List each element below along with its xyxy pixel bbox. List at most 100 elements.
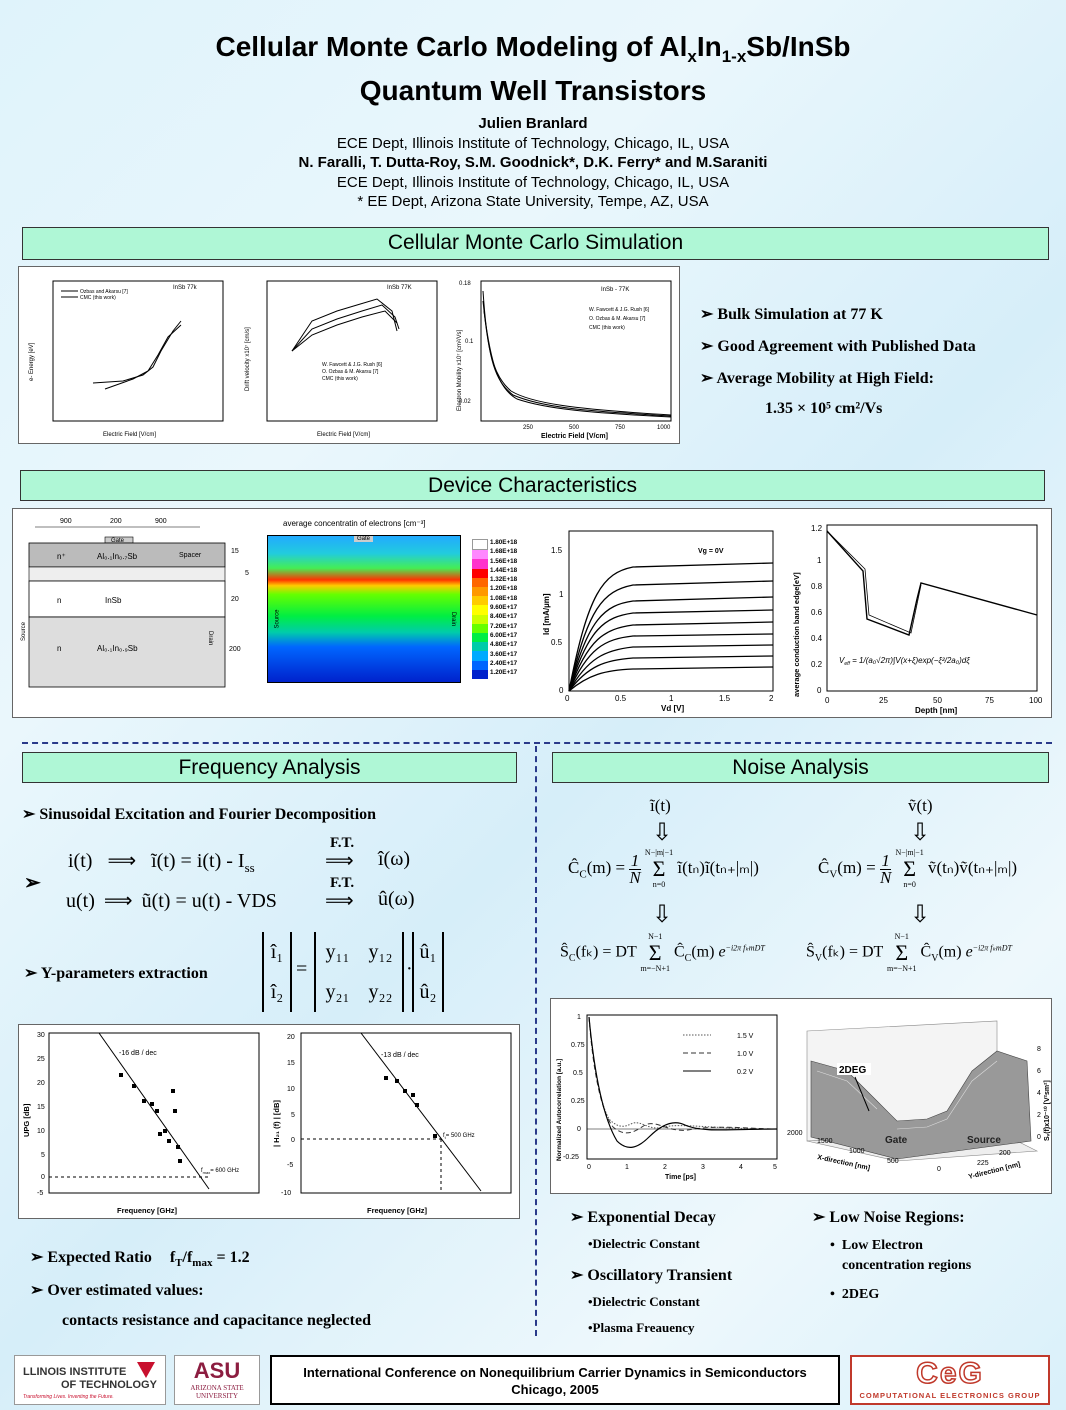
band-xtick: 50 [933, 696, 942, 705]
autocorrelation-plot: 1.5 V 1.0 V 0.2 V 1 0.75 0.5 0.25 0 -0.2… [556, 1014, 778, 1181]
cmc-plots-panel: InSb 77k Ozbas and Akarsu [7] CMC (this … [18, 266, 680, 444]
h21-plot: -13 dB / dec ft= 500 GHz 20 15 10 5 0 -5… [272, 1032, 512, 1215]
cv-sum-bot: n=0 [903, 880, 916, 889]
sv-sub: V [814, 952, 823, 964]
arrow-bullet-icon: ➢ [570, 1209, 588, 1226]
iit-logo-line1: LLINOIS INSTITUTE [23, 1366, 127, 1378]
surf-ztick: 4 [1037, 1090, 1041, 1097]
author-block: Julien Branlard ECE Dept, Illinois Insti… [0, 114, 1066, 212]
layer-1-doping: n⁺ [57, 552, 66, 561]
iv-ytick: 0.5 [551, 638, 563, 647]
h21-ft-f: f [443, 1133, 445, 1139]
cv-term: ṽ(tₙ)ṽ(tₙ₊|ₘ|) [928, 857, 1018, 877]
arrow-bullet-icon: ➢ [24, 965, 41, 982]
upg-ytick: 25 [37, 1056, 45, 1063]
cc-sum-top: N−|m|−1 [644, 848, 674, 857]
cbar-label: 6.00E+17 [490, 631, 518, 639]
mobility-xtick: 500 [569, 425, 580, 431]
h21-ylabel: | H₂₁ (f) | [dB] [272, 1100, 281, 1147]
upg-point [167, 1139, 171, 1143]
title-in: In [696, 31, 722, 62]
cmc-bullet-3-text: Average Mobility at High Field: [716, 370, 934, 387]
energy-ylabel: e- Energy [eV] [29, 342, 35, 381]
upg-ytick: 10 [37, 1128, 45, 1135]
upg-point [158, 1132, 162, 1136]
h21-plot-frame [300, 1032, 512, 1194]
band-ytick: 0.4 [811, 634, 823, 643]
fourier-eq-i: i(t) ⟹ ĩ(t) = i(t) - Iss [68, 848, 255, 876]
noise-surface-plot: 2DEG Gate Source 2000 1500 1000 500 0 22… [787, 1020, 1051, 1181]
h21-xlabel: Frequency [GHz] [367, 1206, 428, 1215]
sigma-icon: Σ [895, 940, 909, 965]
iv-xtick: 0.5 [615, 694, 627, 703]
colorbar-swatch [472, 614, 488, 624]
noise-plots-panel: 1.5 V 1.0 V 0.2 V 1 0.75 0.5 0.25 0 -0.2… [550, 998, 1052, 1194]
matrix-y22: y₂₂ [368, 981, 393, 1003]
eq-i-t: i(t) [68, 850, 93, 872]
upg-ytick: 30 [37, 1032, 45, 1039]
authors-2: N. Faralli, T. Dutta-Roy, S.M. Goodnick*… [298, 154, 768, 171]
velocity-plot-tag: InSb 77K [387, 285, 412, 291]
h21-point [384, 1076, 388, 1080]
cbar-label: 9.60E+17 [490, 604, 518, 612]
mobility-ytick: 0.02 [459, 399, 471, 405]
cbar-label: 4.80E+17 [490, 641, 518, 649]
mobility-plot-tag: InSb - 77K [601, 287, 629, 293]
double-arrow-icon: ⟹ [103, 890, 133, 912]
colorbar [472, 539, 488, 680]
matrix-y21: y₂₁ [325, 981, 350, 1003]
autocorr-xtick: 0 [587, 1164, 591, 1171]
autocorr-ytick: -0.25 [563, 1154, 579, 1161]
upg-point [171, 1089, 175, 1093]
upg-points [119, 1073, 182, 1163]
colorbar-swatch [472, 669, 488, 680]
mobility-ylabel: Electron Mobility x10⁷ [cm²/Vs] [456, 329, 463, 411]
band-ytick: 0 [817, 686, 822, 695]
colorbar-swatch [472, 587, 488, 597]
band-ytick: 0.6 [811, 608, 823, 617]
down-arrow-icon: ⇩ [910, 902, 931, 928]
noise-bullet-2: ➢ Oscillatory Transient [570, 1265, 732, 1285]
upg-ytick: 0 [41, 1174, 45, 1181]
autocorr-ytick: 0.75 [571, 1042, 585, 1049]
mobility-plot-frame [480, 280, 672, 422]
noise-bullet-2-text: Oscillatory Transient [587, 1267, 733, 1284]
band-edge-plot: Veff = 1/(a₀√2π)∫V(x+ξ)exp(−ξ²/2a₀)dξ 0 … [792, 524, 1043, 715]
down-arrow-icon: ⇩ [652, 820, 673, 846]
noise-sub-3: •Plasma Freauency [588, 1320, 695, 1335]
dim-gate: 200 [110, 518, 122, 525]
surf-ylabel: Y-direction [nm] [968, 1161, 1021, 1181]
label-2deg: 2DEG [839, 1065, 866, 1076]
cbar-label: 1.20E+18 [490, 585, 518, 593]
dim-drain: 900 [155, 518, 167, 525]
freq-bullet-2: ➢ Y-parameters extraction [24, 963, 208, 983]
upg-point [163, 1129, 167, 1133]
h21-point [415, 1103, 419, 1107]
band-xtick: 100 [1029, 696, 1043, 705]
cv-sum-top: N−|m|−1 [895, 848, 924, 857]
sv-sum-bot: m=−N+1 [887, 964, 917, 973]
title-line2: Quantum Well Transistors [359, 75, 707, 106]
colorbar-swatch [472, 596, 488, 606]
band-ytick: 0.2 [811, 660, 823, 669]
colorbar-swatch [472, 559, 488, 569]
cc-m: (m) = [586, 857, 626, 877]
h21-points [384, 1076, 437, 1138]
band-xtick: 75 [985, 696, 994, 705]
concentration-title: average concentratin of electrons [cm⁻³] [283, 519, 426, 528]
upg-point [150, 1102, 154, 1106]
sc-exp: e [718, 943, 726, 961]
cmc-bullet-1-text: Bulk Simulation at 77 K [717, 306, 883, 323]
iv-curve [568, 644, 774, 692]
down-arrow-icon: ⇩ [652, 902, 673, 928]
iit-logo-line2: OF TECHNOLOGY [61, 1379, 157, 1391]
iv-xtick: 0 [565, 694, 570, 703]
surf-ytick: 200 [999, 1150, 1011, 1157]
upg-plot: -16 dB / dec fmax= 600 GHz 30 25 20 15 1… [22, 1032, 260, 1215]
energy-xlabel: Electric Field [V/cm] [103, 432, 156, 438]
affiliation-3: * EE Dept, Arizona State University, Tem… [357, 193, 709, 210]
conference-box: International Conference on Nonequilibri… [270, 1355, 840, 1405]
thickness-2: 5 [245, 570, 249, 577]
poster-title: Cellular Monte Carlo Modeling of AlxIn1-… [0, 30, 1066, 108]
freq-bullet-5: contacts resistance and capacitance negl… [62, 1312, 371, 1329]
